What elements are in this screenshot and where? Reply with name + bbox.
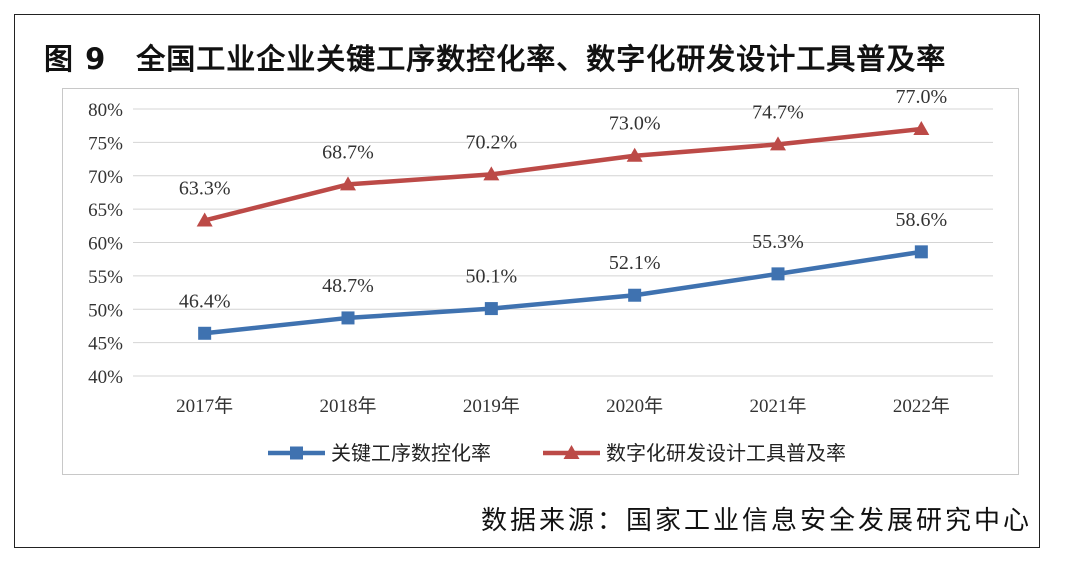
series-line-1 — [204, 249, 922, 336]
legend-label: 关键工序数控化率 — [331, 441, 491, 465]
y-tick-label: 65% — [88, 200, 123, 221]
data-label: 52.1% — [609, 252, 661, 274]
data-point — [913, 121, 930, 136]
legend-marker — [290, 446, 303, 460]
legend-label: 数字化研发设计工具普及率 — [606, 441, 846, 465]
x-tick-label: 2019年 — [463, 395, 520, 417]
y-tick-label: 45% — [88, 334, 123, 355]
x-tick-label: 2021年 — [749, 395, 806, 417]
data-label: 70.2% — [465, 131, 517, 153]
data-point — [484, 302, 498, 316]
line-chart: 40% 45% 50% 55% 60% 65% 70% 75% 80% 2017年 2018年 201… — [88, 89, 993, 465]
x-tick-label: 2017年 — [176, 395, 233, 417]
data-label: 58.6% — [895, 209, 947, 231]
data-label: 46.4% — [179, 290, 231, 312]
data-label: 55.3% — [752, 231, 804, 253]
chart-area: 40% 45% 50% 55% 60% 65% 70% 75% 80% 2017年 2018年 201… — [62, 88, 1019, 475]
data-label: 48.7% — [322, 275, 374, 297]
data-label: 63.3% — [179, 177, 231, 199]
y-tick-label: 75% — [88, 133, 123, 154]
y-tick-label: 55% — [88, 267, 123, 288]
x-tick-label: 2018年 — [319, 395, 376, 417]
data-point — [626, 147, 643, 162]
y-tick-label: 40% — [88, 367, 123, 388]
data-point — [340, 176, 356, 191]
data-point — [628, 288, 642, 302]
data-point — [483, 166, 500, 181]
data-point — [770, 136, 786, 151]
data-point — [771, 267, 785, 281]
y-tick-label: 80% — [88, 100, 123, 121]
series-line-2 — [204, 126, 922, 223]
y-tick-label: 70% — [88, 167, 123, 188]
data-label: 68.7% — [322, 141, 374, 163]
y-tick-label: 50% — [88, 300, 123, 321]
x-tick-label: 2022年 — [893, 395, 950, 417]
data-label: 74.7% — [752, 101, 804, 123]
figure-title: 图 9 全国工业企业关键工序数控化率、数字化研发设计工具普及率 — [44, 42, 947, 76]
data-point — [341, 311, 355, 325]
data-point — [196, 212, 213, 227]
legend-marker — [563, 445, 580, 459]
y-tick-label: 60% — [88, 234, 123, 255]
figure-frame — [14, 14, 1040, 548]
data-label: 77.0% — [895, 89, 947, 108]
data-source: 数据来源：国家工业信息安全发展研究中心 — [480, 506, 1032, 536]
x-tick-label: 2020年 — [606, 395, 663, 417]
data-point — [198, 326, 212, 340]
data-label: 50.1% — [465, 266, 517, 288]
data-label: 73.0% — [609, 113, 661, 135]
data-point — [914, 245, 928, 259]
